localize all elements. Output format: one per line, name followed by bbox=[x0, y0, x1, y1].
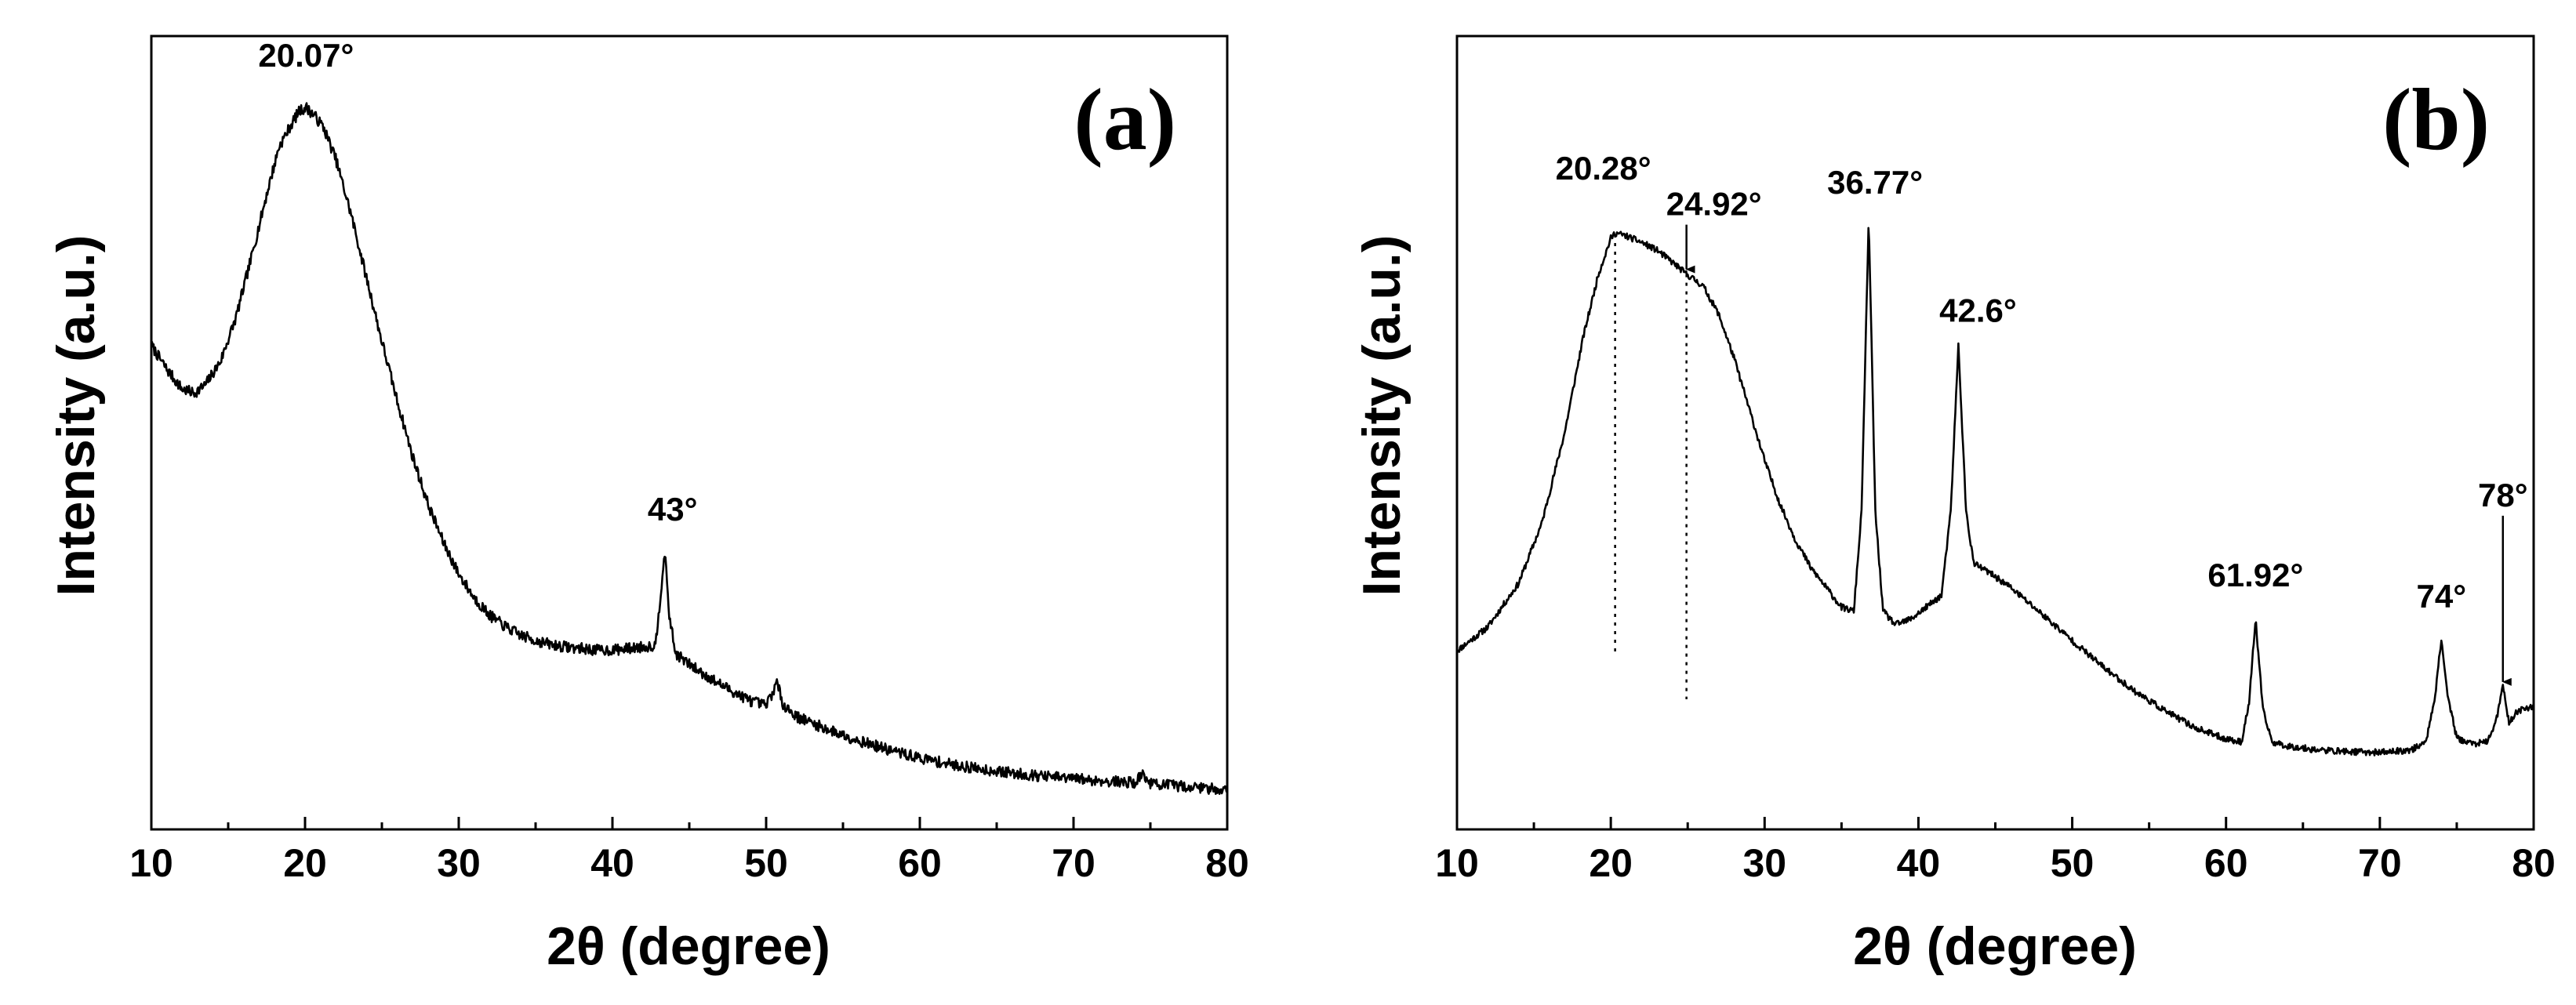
panel-b-x-tick-label: 40 bbox=[1897, 841, 1941, 885]
panel-b-label: (b) bbox=[2382, 71, 2490, 169]
panel-a-x-tick-label: 20 bbox=[283, 841, 327, 885]
panel-b-x-tick-label: 10 bbox=[1435, 841, 1479, 885]
panel-a-x-tick-label: 60 bbox=[898, 841, 942, 885]
panel-b-y-axis-title: Intensity (a.u.) bbox=[1352, 235, 1412, 597]
panel-b-peak-label: 74° bbox=[2417, 578, 2467, 615]
panel-b-x-tick-label: 70 bbox=[2358, 841, 2402, 885]
panel-b-plot-area: 10 20 30 40 50 60 70 80 20.28° 24.92° 36.77° 42.6° 6… bbox=[1435, 34, 2556, 885]
panel-b-peak-label: 24.92° bbox=[1666, 186, 1762, 223]
panel-a-x-tick-label: 30 bbox=[437, 841, 481, 885]
panel-a-x-tick-label: 50 bbox=[744, 841, 788, 885]
panel-a-label: (a) bbox=[1074, 71, 1176, 169]
panel-a: 10 20 30 40 50 60 70 80 20.07° 43° (a) 2θ (degree… bbox=[46, 34, 1249, 976]
panel-a-peak-label: 43° bbox=[648, 491, 698, 528]
panel-a-y-axis-title: Intensity (a.u.) bbox=[46, 235, 106, 597]
panel-b-x-tick-label: 60 bbox=[2204, 841, 2248, 885]
panel-a-frame bbox=[150, 34, 1229, 831]
panel-a-x-axis-title: 2θ (degree) bbox=[547, 916, 830, 976]
panel-a-x-tick-label: 70 bbox=[1052, 841, 1095, 885]
panel-b: 10 20 30 40 50 60 70 80 20.28° 24.92° 36.77° 42.6° 6… bbox=[1352, 34, 2556, 976]
panel-b-peak-label: 78° bbox=[2478, 477, 2528, 513]
panel-a-series-line bbox=[150, 102, 1229, 795]
panel-b-x-tick-label: 20 bbox=[1589, 841, 1633, 885]
panel-b-series-line bbox=[1456, 227, 2535, 756]
panel-b-x-tick-label: 80 bbox=[2512, 841, 2556, 885]
panel-b-x-axis-title: 2θ (degree) bbox=[1853, 916, 2137, 976]
panel-b-peak-label: 20.28° bbox=[1556, 150, 1651, 187]
panel-a-x-tick-label: 40 bbox=[590, 841, 634, 885]
panel-a-plot-area: 10 20 30 40 50 60 70 80 20.07° 43° bbox=[129, 34, 1249, 885]
panel-b-x-tick-label: 30 bbox=[1742, 841, 1786, 885]
panel-a-peak-label: 20.07° bbox=[258, 37, 354, 74]
panel-a-x-tick-label: 10 bbox=[129, 841, 173, 885]
panel-a-x-tick-label: 80 bbox=[1205, 841, 1249, 885]
panel-b-peak-label: 61.92° bbox=[2207, 557, 2303, 593]
panel-b-peak-label: 36.77° bbox=[1827, 164, 1923, 201]
panel-b-peak-label: 42.6° bbox=[1939, 292, 2017, 329]
panel-b-x-tick-label: 50 bbox=[2051, 841, 2095, 885]
